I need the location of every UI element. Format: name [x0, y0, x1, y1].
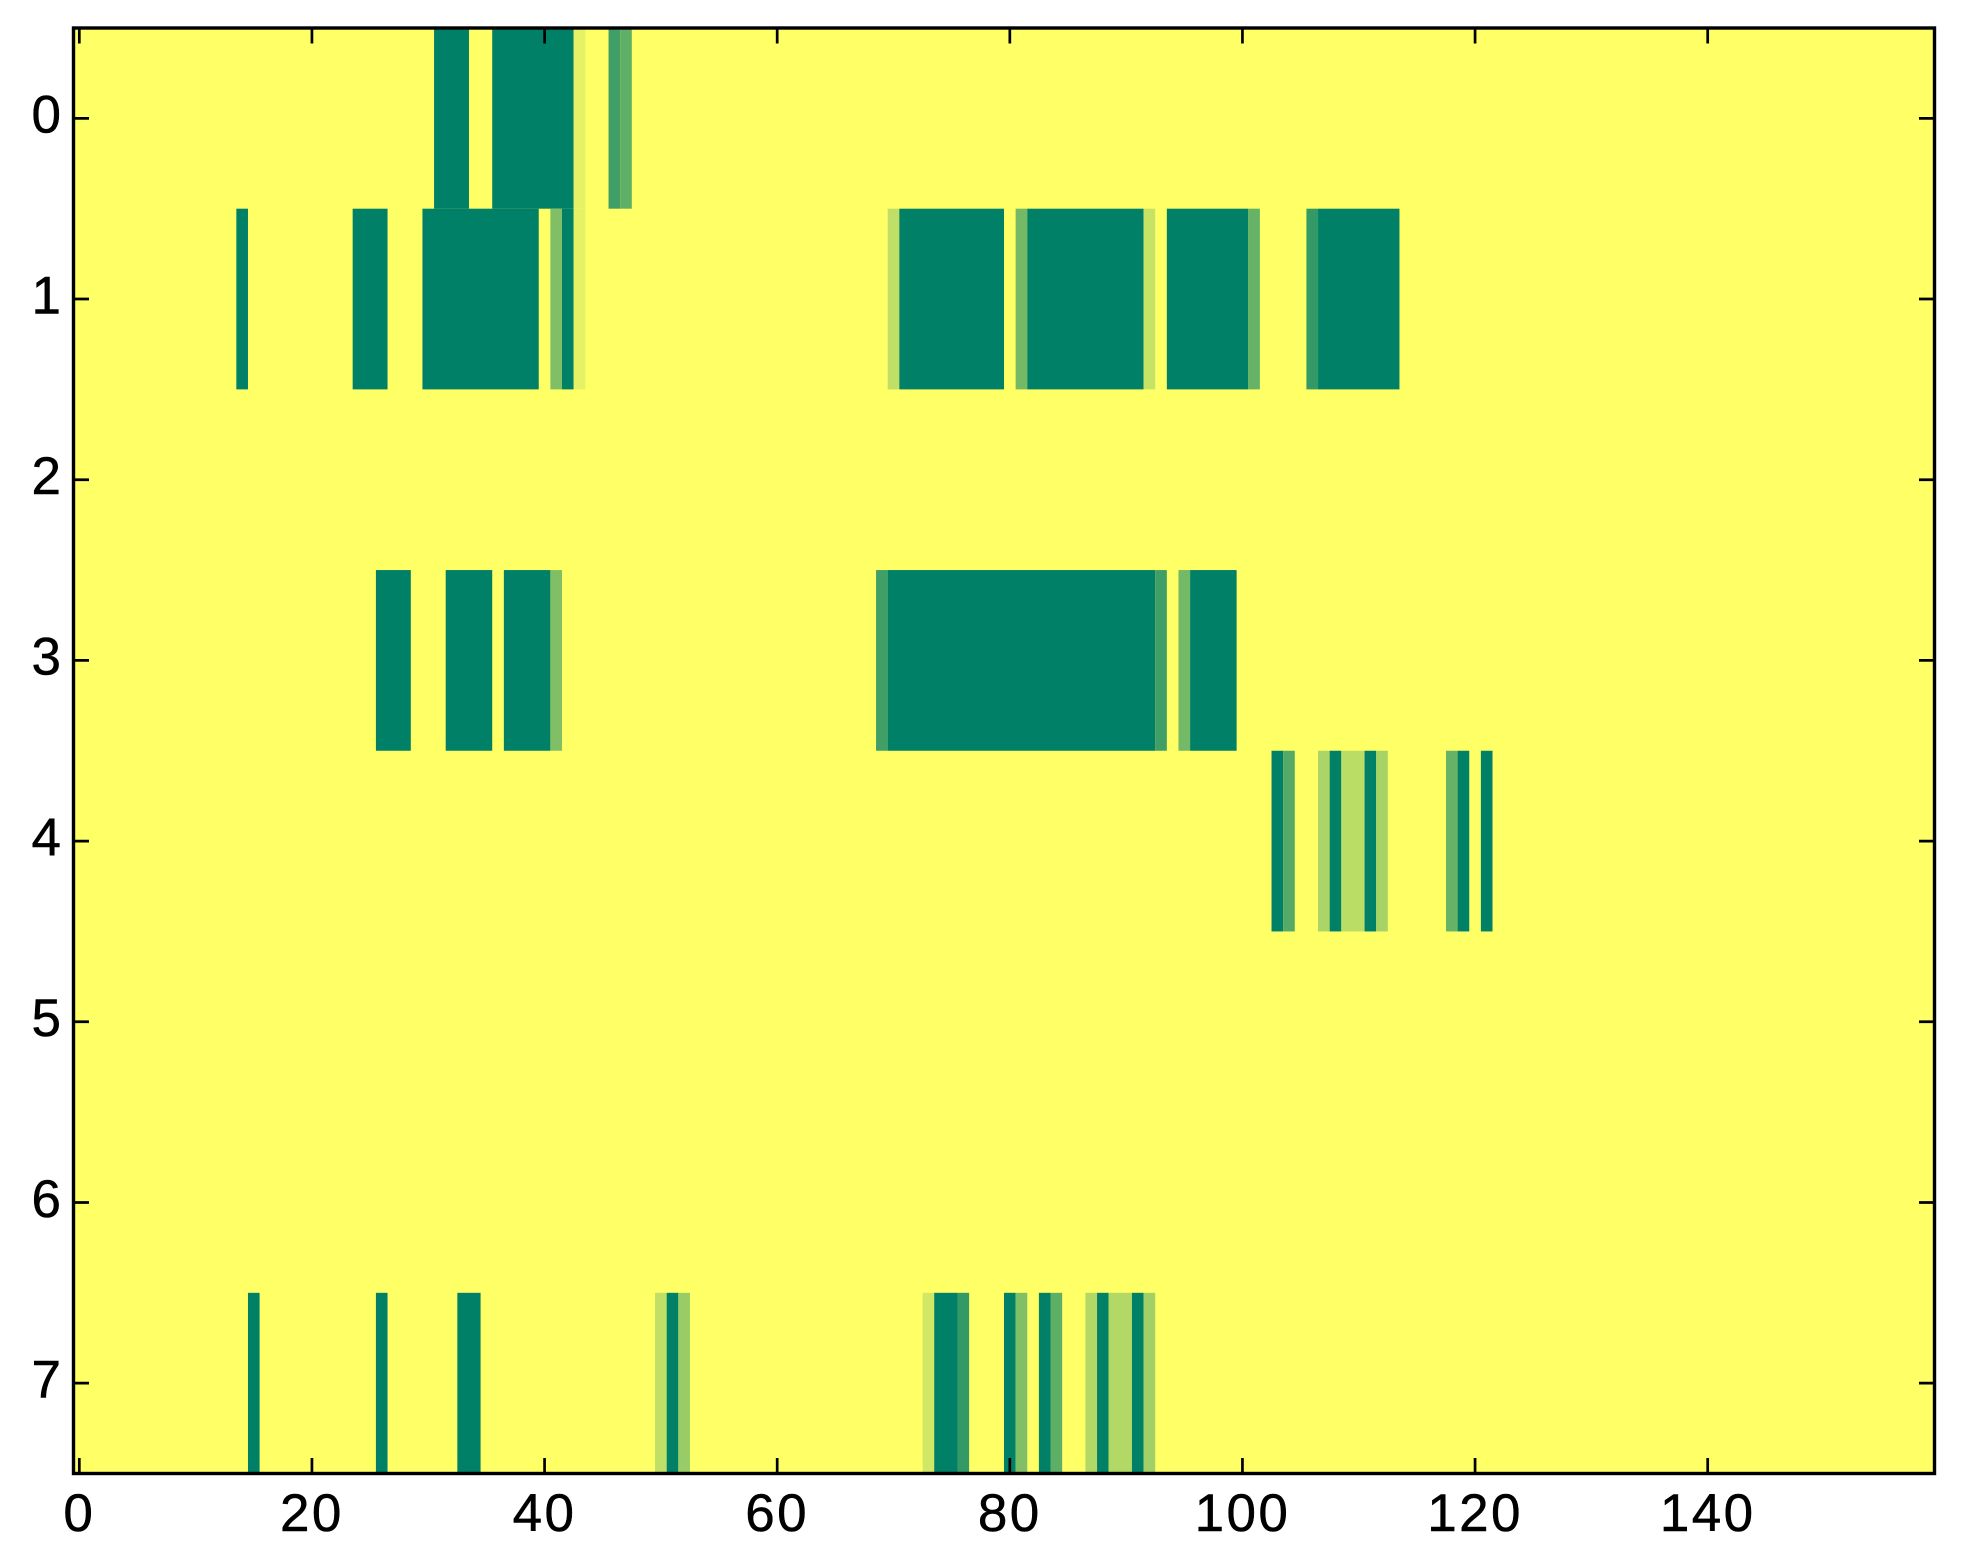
svg-text:7: 7: [32, 1350, 61, 1409]
svg-text:140: 140: [1660, 1484, 1756, 1543]
svg-text:3: 3: [32, 628, 61, 687]
svg-text:20: 20: [280, 1484, 344, 1543]
svg-text:100: 100: [1195, 1484, 1291, 1543]
svg-text:5: 5: [32, 989, 61, 1048]
svg-text:2: 2: [32, 447, 61, 506]
svg-text:6: 6: [32, 1170, 61, 1229]
svg-text:40: 40: [513, 1484, 577, 1543]
svg-text:80: 80: [978, 1484, 1042, 1543]
svg-text:60: 60: [745, 1484, 809, 1543]
svg-text:120: 120: [1427, 1484, 1523, 1543]
svg-text:0: 0: [32, 86, 61, 145]
svg-text:0: 0: [63, 1484, 95, 1543]
svg-text:4: 4: [32, 808, 61, 867]
svg-text:1: 1: [32, 266, 61, 325]
